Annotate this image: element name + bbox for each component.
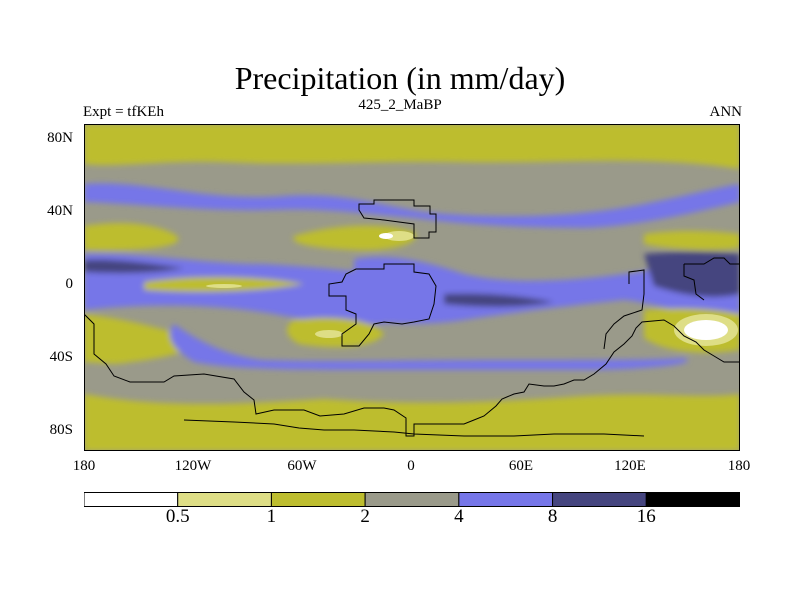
precip-zone-central-tropics-core	[444, 293, 554, 307]
dry-spot-north-core	[379, 233, 393, 239]
colorbar-label: 2	[360, 506, 370, 527]
dry-spot-south-east-core	[684, 320, 728, 340]
continent-outline-north	[358, 199, 437, 239]
lon-tick: 180	[72, 458, 96, 474]
continent-outline-west	[84, 313, 740, 437]
season-label: ANN	[709, 104, 743, 120]
lon-tick: 120E	[614, 458, 646, 474]
map-frame	[84, 124, 740, 451]
colorbar-label: 8	[547, 506, 558, 527]
colorbar-box	[177, 492, 272, 507]
continent-outline-south	[183, 419, 645, 437]
experiment-label: Expt = tfKEh	[83, 104, 164, 120]
dry-spot-south-atlantic	[315, 330, 343, 338]
precip-zone-north-storm-track	[84, 183, 740, 228]
precip-zone-south-polar	[84, 394, 740, 451]
precip-zone-north-subtropics	[84, 223, 179, 251]
precip-zone-north-pacific-dry	[644, 230, 740, 251]
lon-tick: 0	[407, 458, 415, 474]
dry-spot-equator	[206, 284, 242, 288]
colorbar-box	[645, 492, 740, 507]
precip-zone-east-tropics	[644, 251, 740, 297]
lat-tick: 80N	[47, 130, 73, 146]
precip-zone-north-polar	[84, 124, 740, 169]
colorbar-label: 4	[454, 506, 464, 527]
lat-tick: 0	[65, 276, 74, 292]
colorbar-box	[458, 492, 554, 507]
colorbar-box	[552, 492, 647, 507]
lon-tick: 60W	[287, 458, 317, 474]
colorbar-box	[270, 492, 366, 507]
continent-outline-east	[603, 269, 645, 350]
colorbar-label: 16	[636, 506, 656, 527]
lat-tick: 40N	[47, 203, 73, 219]
age-label: 425_2_MaBP	[358, 97, 442, 113]
lon-tick: 180	[727, 458, 751, 474]
continent-outline-central	[328, 263, 437, 347]
continent-outline-northeast	[683, 257, 740, 301]
precip-zone-west-tropics-core	[84, 259, 184, 274]
map-title: Precipitation (in mm/day)	[234, 60, 566, 96]
colorbar-label: 1	[266, 506, 277, 527]
lat-tick: 40S	[49, 349, 73, 365]
precip-zone-south-subtropics-west	[84, 314, 196, 364]
colorbar-label: 0.5	[165, 506, 190, 527]
colorbar-box	[364, 492, 460, 507]
precip-zone-north-atlantic-dry	[293, 225, 416, 251]
precipitation-map	[84, 124, 740, 451]
colorbar-box	[84, 492, 179, 507]
lat-tick: 80S	[49, 422, 73, 438]
lon-tick: 120W	[174, 458, 212, 474]
lon-tick: 60E	[508, 458, 534, 474]
colorbar	[84, 492, 740, 507]
precip-zone-south-storm-track	[170, 324, 688, 370]
dry-spot-north	[384, 231, 414, 241]
